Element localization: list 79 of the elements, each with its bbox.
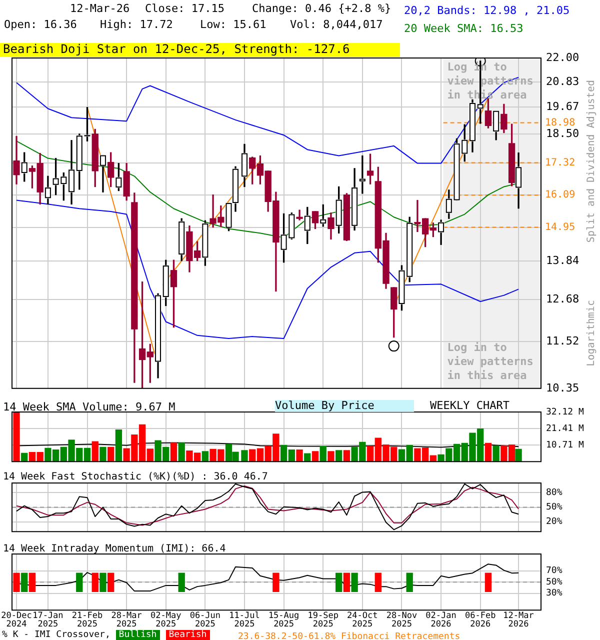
y-tick-label: 20% xyxy=(546,517,563,528)
chart-title: 14 Week Intraday Momentum (IMI): 66.4 xyxy=(3,544,226,555)
y-tick-label: 20.83 xyxy=(546,74,580,88)
x-tick-label: 02-May 2025 xyxy=(150,610,182,630)
y-axis-title: Split and Dividend Adjusted xyxy=(586,80,597,243)
x-tick-label: 15-Aug 2025 xyxy=(268,610,300,630)
ref-line-label: 14.95 xyxy=(545,222,576,233)
x-tick-label: 28-Mar 2025 xyxy=(111,610,142,630)
text: Low: 15.61 xyxy=(200,18,266,31)
y-tick-label: 11.52 xyxy=(546,334,580,348)
y-tick-label: 10.35 xyxy=(546,381,580,394)
bar xyxy=(100,446,106,462)
text: High: 17.72 xyxy=(100,18,173,31)
y-tick-label: 50% xyxy=(546,577,563,588)
legend-title: % K - IMI Crossover, xyxy=(2,630,110,640)
bar xyxy=(202,451,209,462)
ref-line-label: 17.32 xyxy=(545,157,576,168)
bar xyxy=(336,450,342,462)
bar xyxy=(170,442,178,462)
chart-title: Bearish Doji Star on 12-Dec-25, Strength: -127.6 xyxy=(3,42,350,56)
x-tick-label: 02-Jan 2026 xyxy=(426,610,456,630)
annotation: Log in to view patterns in this area xyxy=(447,340,534,382)
x-tick-label: 20-Dec 2024 xyxy=(1,610,32,630)
bar xyxy=(92,441,98,462)
bar xyxy=(328,451,334,462)
y-tick-label: 70% xyxy=(546,566,563,576)
bar xyxy=(115,429,122,462)
text: 23.6-38.2-50-61.8% Fibonacci Retracements xyxy=(238,631,460,640)
y-tick-label: 10.71 M xyxy=(546,440,585,450)
bar xyxy=(296,450,303,462)
x-tick-label: 06-Feb 2026 xyxy=(464,610,496,630)
annotation: Volume By Price xyxy=(275,399,414,412)
text: Close: 17.15 xyxy=(145,2,224,15)
bar xyxy=(484,442,492,462)
bar xyxy=(21,452,28,462)
candlestick xyxy=(296,210,303,220)
text: 20 Week SMA: 16.53 xyxy=(404,21,524,37)
text: Vol: 8,044,017 xyxy=(290,18,383,31)
y-tick-label: 80% xyxy=(546,488,563,498)
bar xyxy=(178,442,185,462)
x-tick-label: 12-Mar 2026 xyxy=(503,610,534,630)
y-tick-label: 19.67 xyxy=(546,100,580,113)
bar xyxy=(515,448,522,462)
bar xyxy=(343,450,350,462)
x-tick-label: 06-Jun 2025 xyxy=(190,610,221,630)
text: 20,2 Bands: 12.98 , 21.05 xyxy=(404,3,570,19)
bar xyxy=(320,446,326,462)
y-tick-label: 21.41 M xyxy=(546,424,585,434)
bar xyxy=(13,412,20,462)
candlestick xyxy=(359,155,366,194)
bar xyxy=(108,446,114,462)
x-tick-label: 17-Jan 2025 xyxy=(32,610,64,630)
bar xyxy=(304,453,311,462)
x-tick-label: 11-Jul 2025 xyxy=(229,610,260,630)
text: Change: 0.46 {+2.8 %} xyxy=(252,2,392,15)
y-tick-label: 18.50 xyxy=(546,126,580,140)
x-tick-label: 28-Nov 2025 xyxy=(386,610,418,630)
ref-line-label: 16.09 xyxy=(545,190,576,201)
text: Open: 16.36 xyxy=(4,18,77,31)
text: Bearish xyxy=(166,630,210,640)
chart-title: 14 Week Fast Stochastic (%K)(%D) : 36.0 46.7 xyxy=(3,472,268,483)
bar xyxy=(312,451,319,462)
y-tick-label: 30% xyxy=(546,588,563,599)
y-tick-label: 50% xyxy=(546,502,563,513)
x-tick-label: 24-Oct 2025 xyxy=(347,610,378,630)
chart-title: 14 Week SMA Volume: 9.67 M xyxy=(3,400,176,414)
x-tick-label: 21-Feb 2025 xyxy=(72,610,103,630)
text: 12-Mar-26 xyxy=(70,2,130,15)
y-tick-label: 32.12 M xyxy=(546,407,585,418)
y-tick-label: 22.00 xyxy=(546,50,580,64)
text: Bullish xyxy=(116,630,160,640)
ref-line-label: 18.98 xyxy=(545,117,576,128)
text: Logarithmic xyxy=(586,300,598,366)
x-tick-label: 19-Sep 2025 xyxy=(308,610,338,630)
bar xyxy=(241,450,248,462)
bar xyxy=(492,445,500,462)
y-tick-label: 13.84 xyxy=(546,254,580,267)
y-tick-label: 12.68 xyxy=(546,292,580,306)
annotation: WEEKLY CHART xyxy=(430,399,510,412)
